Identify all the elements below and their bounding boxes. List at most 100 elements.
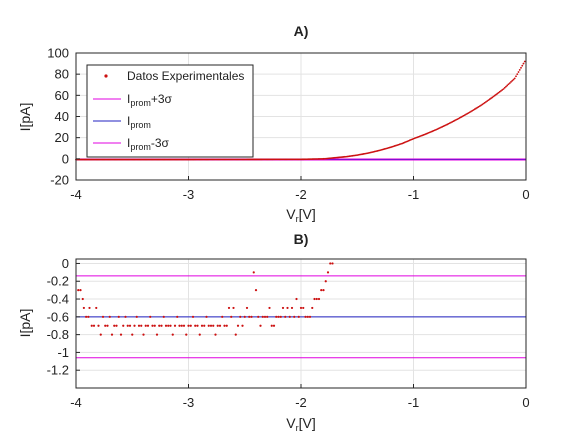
- panel-a-data-point: [502, 88, 505, 90]
- panel-b-data-point: [164, 324, 168, 327]
- panel-a-data-point: [517, 71, 520, 73]
- panel-b-data-point: [144, 324, 147, 327]
- panel-a-xtick-label: 0: [522, 187, 529, 202]
- panel-b-data-point: [254, 289, 258, 292]
- panel-b-data-point: [146, 324, 150, 327]
- panel-b-data-point: [87, 315, 90, 318]
- panel-b-data-point: [167, 324, 170, 327]
- panel-b-data-point: [124, 315, 127, 318]
- panel-a-data-point: [482, 102, 485, 105]
- panel-b-title: B): [294, 231, 309, 247]
- legend-label-datos: Datos Experimentales: [127, 69, 244, 83]
- panel-b-xlabel-base: V: [286, 415, 296, 431]
- panel-a-ytick-label: 60: [55, 88, 69, 103]
- panel-b-data-point: [169, 324, 172, 327]
- panel-a-title: A): [294, 23, 309, 39]
- panel-b-data-point: [113, 324, 116, 327]
- panel-a: A) -4 -3 -2 -1 0 -20 0 20 40 60 80 100 Datos Experi…: [17, 23, 530, 224]
- panel-b-data-point: [88, 306, 91, 310]
- panel-b-data-point: [299, 306, 303, 310]
- panel-b-data-point: [153, 324, 156, 327]
- panel-b-data-point: [284, 315, 287, 318]
- panel-a-xlabel: Vr[V]: [286, 206, 315, 224]
- panel-a-xlabel-base: V: [286, 206, 296, 222]
- panel-b-data-point: [266, 315, 269, 318]
- panel-b-data-point: [110, 333, 114, 336]
- panel-b-ytick-label: -0.6: [47, 309, 69, 324]
- panel-b-data-point: [151, 324, 154, 327]
- panel-b-ytick-label: -0.4: [47, 292, 69, 307]
- panel-b-data-point: [329, 262, 332, 265]
- panel-b-data-point: [317, 297, 321, 301]
- panel-b-data-point: [176, 315, 179, 318]
- panel-b-data-point: [82, 306, 85, 310]
- panel-b-data-point: [293, 315, 296, 318]
- panel-b-data-point: [198, 333, 201, 336]
- panel-a-data-point: [505, 85, 507, 88]
- panel-a-ytick-label: 40: [55, 109, 69, 124]
- panel-b-data-point: [230, 315, 233, 318]
- panel-b-data-point: [97, 324, 100, 327]
- panel-b-data-point: [173, 324, 177, 327]
- panel-b-data-point: [306, 315, 309, 318]
- panel-a-data-point: [491, 96, 494, 99]
- panel-b-data-point: [297, 315, 300, 318]
- panel-b-data-point: [245, 306, 249, 310]
- panel-a-legend: Datos Experimentales Iprom+3σ Iprom Ipro…: [86, 64, 254, 158]
- legend-iprom-minus-suffix: -3σ: [151, 136, 170, 150]
- panel-a-data-point: [487, 99, 490, 101]
- legend-entry-datos: Datos Experimentales: [104, 69, 244, 83]
- panel-a-data-point: [518, 69, 521, 71]
- panel-b-ytick-label: -0.2: [47, 274, 69, 289]
- panel-b-data-point: [236, 324, 240, 327]
- legend-iprom-sub: prom: [130, 120, 151, 130]
- panel-b-data-point: [209, 324, 213, 327]
- panel-a-data-point: [480, 104, 482, 107]
- panel-b-data-point: [162, 315, 165, 318]
- panel-b-data-point: [126, 324, 129, 327]
- panel-b-data-point: [191, 315, 195, 318]
- panel-b-data-point: [286, 306, 289, 310]
- panel-a-data-point: [497, 91, 500, 94]
- panel-b-data-point: [142, 333, 145, 336]
- legend-label-iprom-plus: Iprom+3σ: [127, 92, 173, 108]
- panel-b-data-point: [234, 333, 237, 336]
- panel-b-data-point: [207, 324, 210, 327]
- panel-b: B) -4 -3 -2 -1 0 0 -0.2 -0.4 -0.6 -0.8 -1 -1.2 Vr[V…: [17, 231, 530, 433]
- panel-b-data-point: [77, 289, 80, 292]
- panel-a-axes-box: [75, 52, 527, 181]
- panel-a-data-point: [498, 90, 501, 93]
- legend-entry-iprom-plus: Iprom+3σ: [93, 92, 173, 108]
- panel-b-data-point: [200, 324, 204, 327]
- panel-b-data-point: [263, 315, 267, 318]
- panel-a-data-point: [496, 92, 499, 95]
- legend-iprom-base: I: [127, 114, 130, 128]
- panel-a-data-point: [507, 83, 510, 86]
- panel-b-data-point: [275, 315, 278, 318]
- panel-a-data-point: [501, 89, 504, 91]
- panel-b-data-point: [180, 324, 183, 327]
- panel-a-data-point: [503, 86, 506, 89]
- panel-b-ytick-label: -1: [57, 345, 69, 360]
- panel-a-xtick-label: -1: [408, 187, 420, 202]
- legend-label-iprom: Iprom: [127, 114, 151, 130]
- panel-a-data-point: [493, 94, 496, 97]
- panel-b-xtick-label: 0: [522, 395, 529, 410]
- panel-a-data-point: [523, 60, 526, 63]
- panel-a-data-point: [511, 79, 514, 82]
- panel-b-data-point: [160, 324, 163, 327]
- panel-a-ylabel: I[pA]: [17, 103, 33, 132]
- panel-b-data-point: [214, 333, 217, 336]
- panel-b-data-point: [218, 324, 222, 327]
- legend-box: [86, 64, 254, 158]
- panel-a-xlabel-sub: r: [296, 214, 299, 224]
- panel-b-data-point: [288, 315, 291, 318]
- panel-b-data-point: [187, 324, 190, 327]
- panel-b-data-point: [331, 262, 334, 265]
- panel-b-data-point: [281, 306, 285, 310]
- panel-a-ytick-label: 80: [55, 67, 69, 82]
- legend-iprom-minus-sub: prom: [130, 142, 151, 152]
- panel-b-data-point: [185, 333, 188, 336]
- panel-b-data-point: [311, 306, 314, 310]
- panel-a-xtick-label: -4: [70, 187, 82, 202]
